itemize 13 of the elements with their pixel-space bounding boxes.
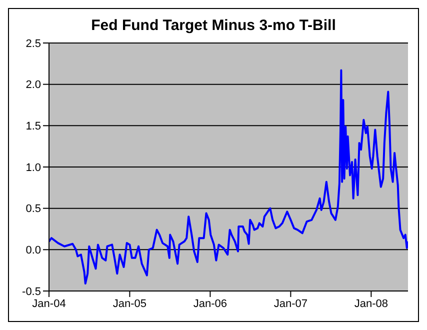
chart-title: Fed Fund Target Minus 3-mo T-Bill	[90, 17, 337, 36]
x-tick-label: Jan-08	[354, 298, 388, 310]
y-tick-label: 1.0	[26, 162, 41, 174]
y-tick-label: 0.0	[26, 244, 41, 257]
x-tick-label: Jan-06	[193, 298, 228, 310]
y-tick-label: 2.5	[26, 38, 41, 50]
y-tick-label: -0.5	[22, 286, 41, 298]
y-tick-label: 0.5	[26, 203, 41, 216]
y-tick-label: 2.0	[26, 79, 41, 92]
x-tick-label: Jan-04	[32, 298, 66, 310]
x-tick-label: Jan-07	[274, 298, 308, 310]
y-tick-label: 1.5	[26, 120, 41, 133]
x-tick-label: Jan-05	[112, 298, 147, 310]
